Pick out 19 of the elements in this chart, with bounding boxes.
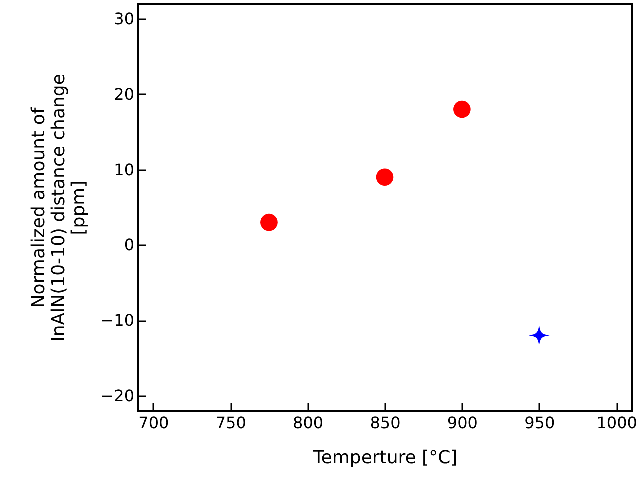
point bbox=[454, 100, 471, 118]
x-tick-label: 750 bbox=[216, 414, 246, 432]
y-tick-label: −20 bbox=[100, 386, 134, 406]
y-tick-label: 10 bbox=[114, 160, 134, 180]
y-tick-label: −10 bbox=[100, 311, 134, 330]
y-axis-title: Normalized amount of InAlN(10-10) distance change [ppm] bbox=[28, 74, 90, 342]
point bbox=[528, 325, 550, 346]
y-tick-label: 20 bbox=[114, 84, 134, 104]
point bbox=[376, 168, 394, 186]
x-tick-label: 900 bbox=[447, 414, 478, 432]
y-tick-label: 30 bbox=[114, 10, 134, 29]
x-axis-title: Temperture [°C] bbox=[312, 448, 458, 468]
x-tick-label: 700 bbox=[138, 414, 170, 432]
point bbox=[260, 214, 278, 232]
x-tick-label: 850 bbox=[370, 414, 401, 432]
x-tick-label: 800 bbox=[293, 414, 324, 432]
x-tick-label: 950 bbox=[524, 414, 556, 432]
y-tick-label: 0 bbox=[124, 236, 134, 255]
x-tick-label: 1000 bbox=[596, 414, 637, 432]
